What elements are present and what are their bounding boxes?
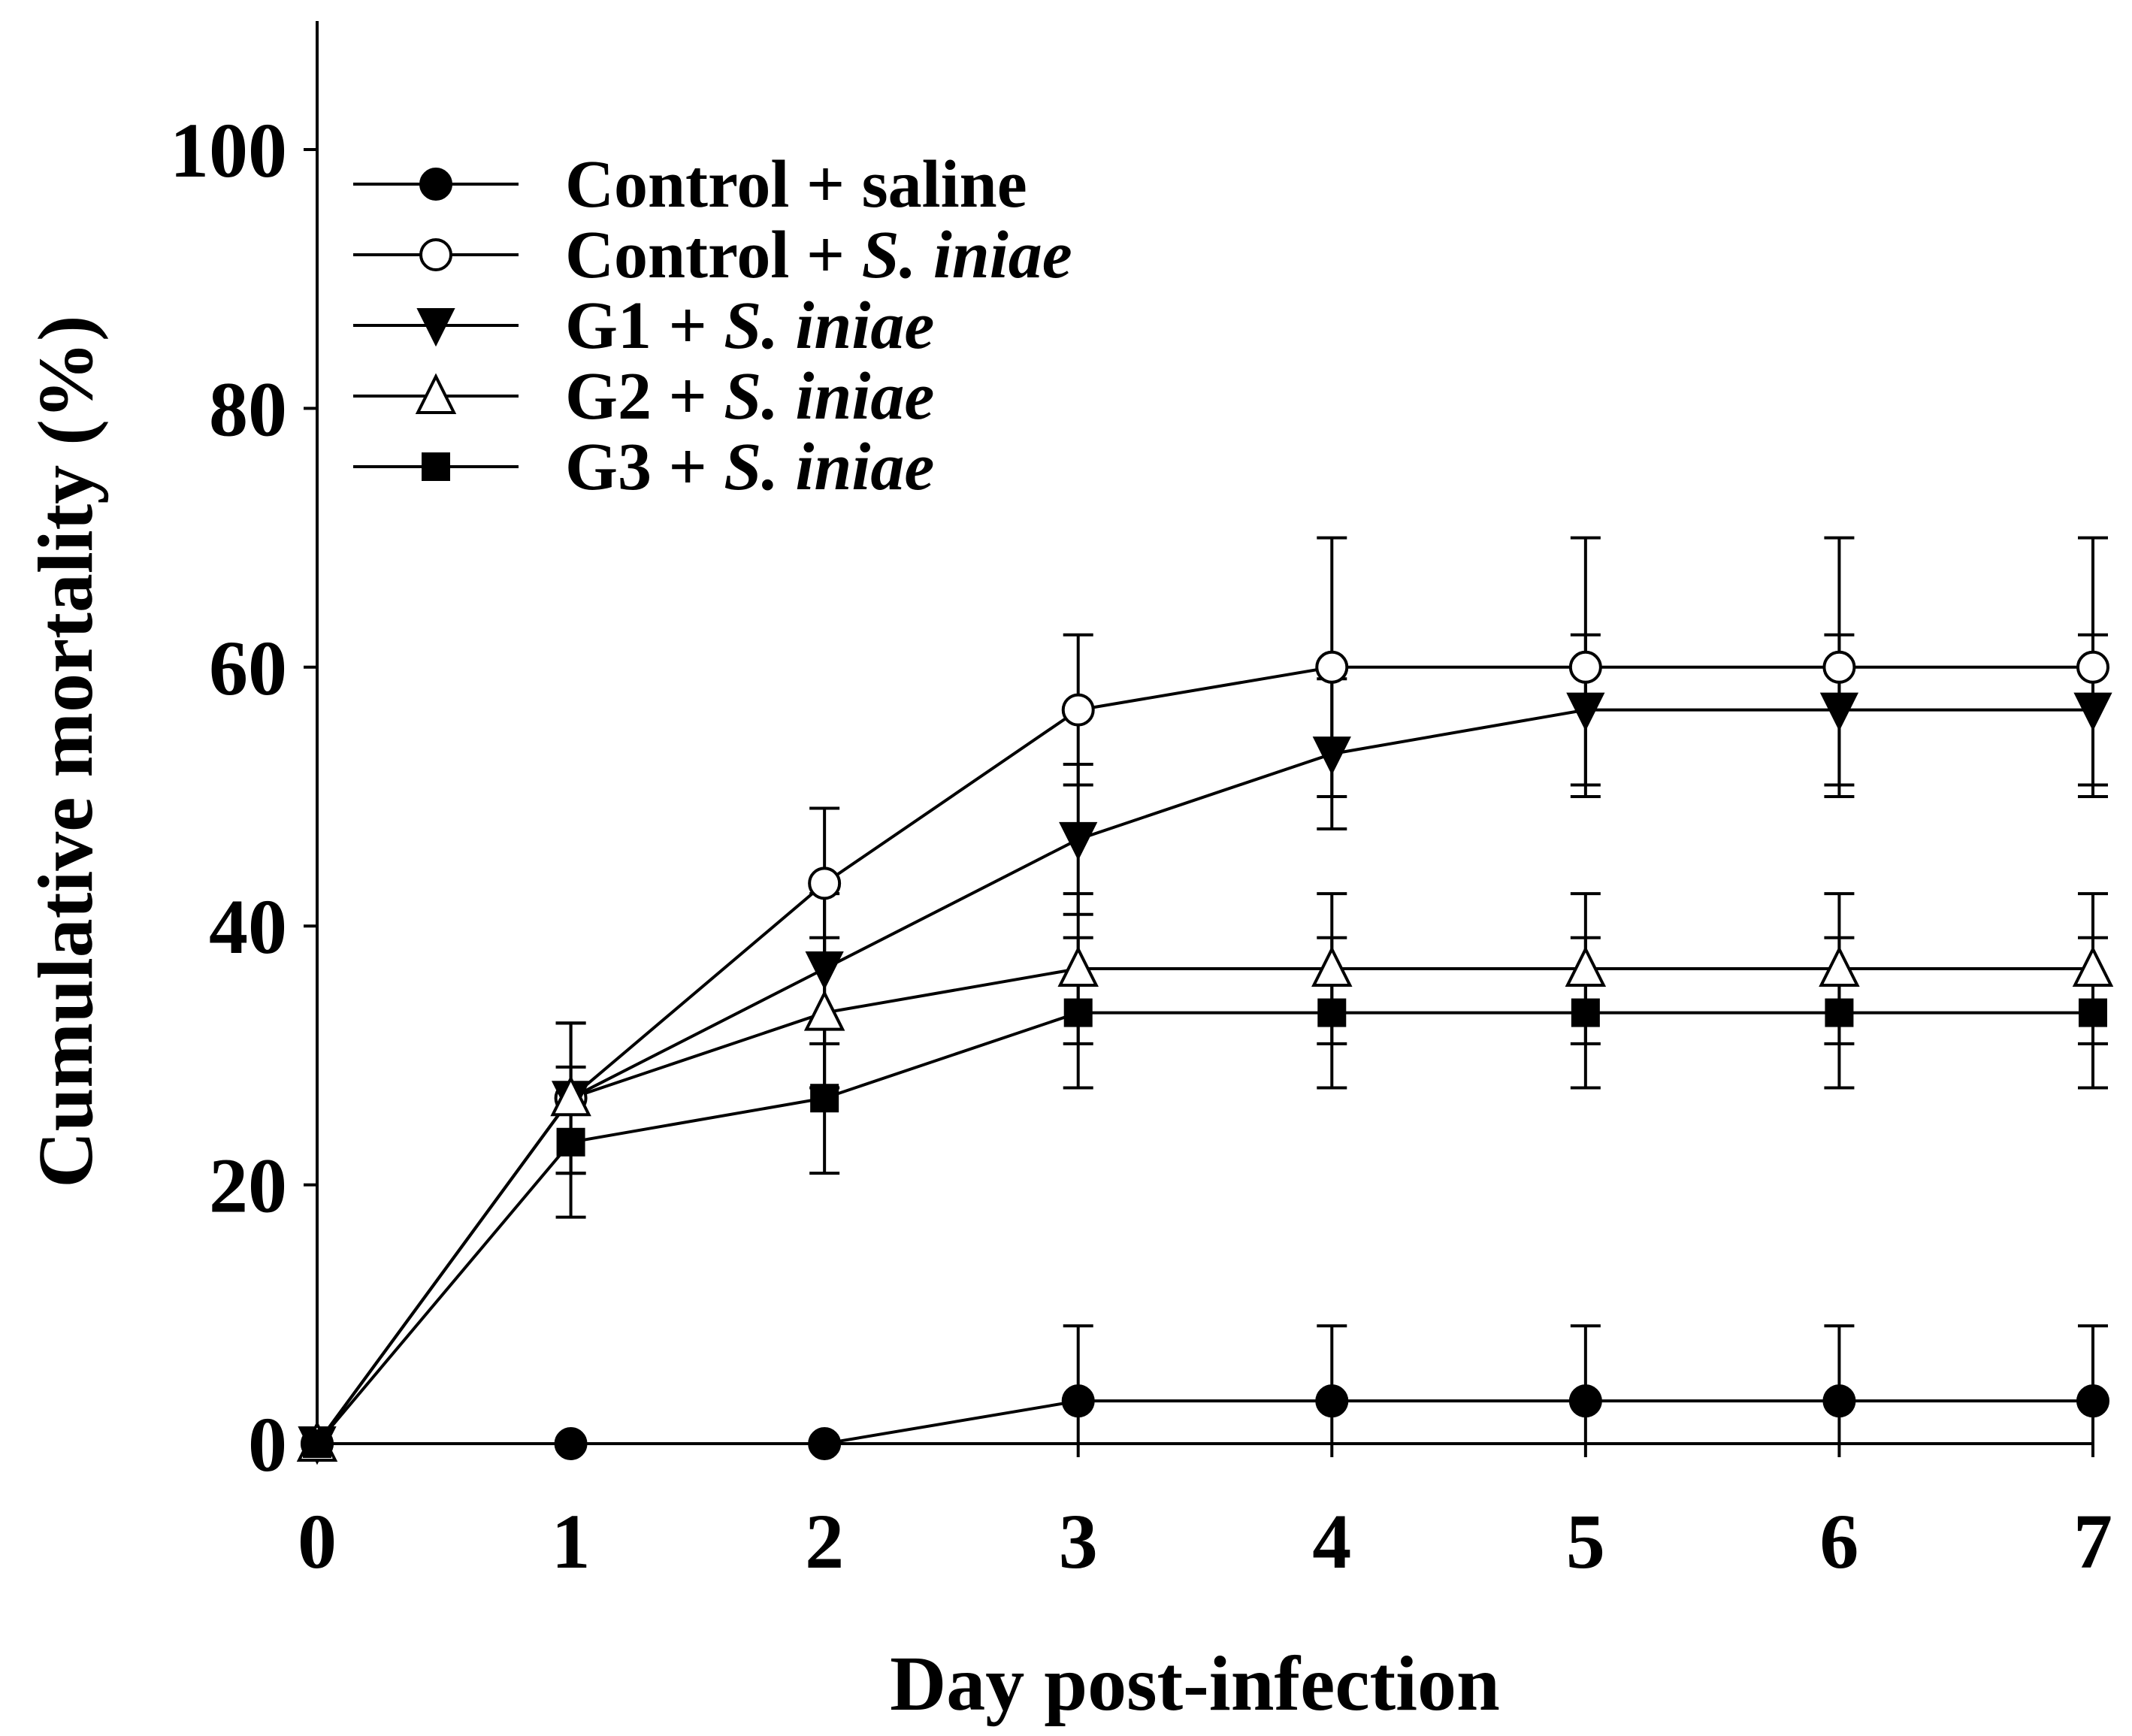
data-point-series-3 (1819, 692, 1859, 731)
y-axis-title: Cumulative mortality (%) (23, 315, 109, 1187)
data-point-series-4 (1311, 945, 1353, 987)
data-point-series-1 (554, 1427, 588, 1460)
data-point-series-2 (1822, 650, 1856, 684)
y-tick-label: 80 (209, 366, 287, 452)
data-points (296, 650, 2114, 1465)
data-point-series-1 (1568, 1384, 1602, 1418)
data-point-series-3 (805, 951, 844, 990)
legend-label-italic: S. iniae (724, 430, 934, 504)
data-point-series-2 (2076, 650, 2109, 684)
data-point-series-4 (803, 990, 845, 1031)
legend-marker (416, 308, 455, 347)
data-point-series-2 (1061, 693, 1095, 727)
legend-label: Control + saline (565, 147, 1027, 222)
legend-marker (419, 238, 452, 271)
data-point-series-4 (550, 1075, 591, 1117)
x-tick-label: 4 (1312, 1499, 1351, 1585)
x-tick-label: 6 (1819, 1499, 1858, 1585)
legend-label-italic: S. iniae (862, 218, 1072, 292)
legend-marker (419, 168, 452, 201)
data-point-series-2 (1568, 650, 1602, 684)
legend-item-2: Control + S. iniae (353, 218, 1072, 292)
data-point-series-5 (810, 1084, 839, 1113)
data-point-series-3 (1566, 692, 1605, 731)
data-point-series-1 (1822, 1384, 1856, 1418)
series-lines (316, 665, 2093, 1445)
data-point-series-1 (1315, 1384, 1349, 1418)
legend-item-3: G1 + S. iniae (353, 289, 934, 363)
data-point-series-3 (1059, 821, 1098, 861)
data-point-series-5 (2079, 998, 2107, 1027)
y-tick-label: 0 (248, 1402, 287, 1488)
y-tick-label: 60 (209, 625, 287, 712)
data-point-series-1 (808, 1427, 842, 1460)
y-tick-label: 20 (209, 1143, 287, 1229)
data-point-series-4 (1057, 945, 1099, 987)
data-point-series-4 (1819, 945, 1860, 987)
series-line-5 (316, 1011, 2093, 1445)
data-point-series-2 (1315, 650, 1349, 684)
data-point-series-2 (808, 866, 842, 900)
x-tick-label: 5 (1566, 1499, 1605, 1585)
data-point-series-4 (2072, 945, 2114, 987)
legend-label-italic: S. iniae (724, 289, 934, 363)
x-axis-title: Day post-infection (890, 1641, 1500, 1727)
data-point-series-5 (303, 1429, 331, 1458)
data-point-series-1 (2076, 1384, 2109, 1418)
data-point-series-5 (1825, 998, 1854, 1027)
legend-label-text: G1 + (565, 289, 724, 363)
x-tick-label: 0 (298, 1499, 337, 1585)
legend-label: G3 + S. iniae (565, 430, 934, 504)
data-point-series-4 (1565, 945, 1607, 987)
x-tick-label: 2 (805, 1499, 844, 1585)
data-point-series-1 (1061, 1384, 1095, 1418)
data-point-series-3 (2073, 692, 2112, 731)
x-tick-label: 3 (1059, 1499, 1098, 1585)
legend-label-italic: S. iniae (724, 359, 934, 434)
legend-label: Control + S. iniae (565, 218, 1072, 292)
y-tick-label: 40 (209, 884, 287, 970)
series-line-1 (317, 1399, 2093, 1445)
legend-item-1: Control + saline (353, 147, 1027, 222)
axes: 0 20 40 60 80 100 0 1 2 3 4 5 6 7 (170, 21, 2112, 1585)
data-point-series-5 (1317, 998, 1347, 1027)
legend-label: G2 + S. iniae (565, 359, 934, 434)
data-point-series-5 (556, 1127, 585, 1157)
legend-marker (415, 373, 457, 414)
x-tick-label: 7 (2073, 1499, 2112, 1585)
legend-label-text: G2 + (565, 359, 724, 434)
legend-label-text: G3 + (565, 430, 724, 504)
legend-marker (422, 452, 450, 481)
data-point-series-5 (1571, 998, 1600, 1027)
y-tick-label: 100 (170, 107, 287, 194)
x-tick-label: 1 (552, 1499, 591, 1585)
series-line-2 (316, 665, 2093, 1445)
legend-label: G1 + S. iniae (565, 289, 934, 363)
legend-label-text: Control + saline (565, 147, 1027, 222)
legend-item-4: G2 + S. iniae (353, 359, 934, 434)
data-point-series-5 (1063, 998, 1093, 1027)
data-point-series-3 (1312, 736, 1351, 776)
legend-item-5: G3 + S. iniae (353, 430, 934, 504)
series-line-4 (316, 967, 2093, 1445)
series-line-3 (316, 708, 2093, 1445)
legend-label-text: Control + (565, 218, 862, 292)
